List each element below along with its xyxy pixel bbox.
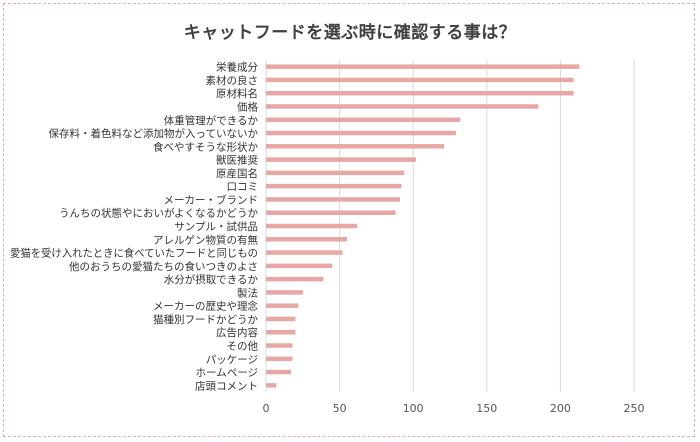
- bars: [266, 64, 580, 388]
- bar: [266, 263, 333, 269]
- category-label: 店頭コメント: [195, 379, 258, 392]
- x-tick-label: 200: [550, 402, 571, 415]
- bar: [266, 197, 400, 202]
- bar: [266, 237, 347, 242]
- category-label: アレルゲン物質の有無: [153, 233, 258, 246]
- bar: [266, 104, 539, 109]
- category-label: 愛猫を受け入れたときに食べていたフードと同じもの: [10, 247, 258, 260]
- category-label: サンプル・試供品: [174, 220, 258, 233]
- bar: [266, 250, 343, 255]
- bar: [266, 290, 303, 295]
- bar: [266, 223, 358, 229]
- x-tick-label: 0: [263, 402, 270, 415]
- category-label: 広告内容: [216, 326, 258, 339]
- category-label: 体重管理ができるか: [164, 114, 259, 127]
- category-label: 栄養成分: [216, 61, 258, 74]
- category-labels: 栄養成分素材の良さ原材料名価格体重管理ができるか保存料・着色料など添加物が入って…: [10, 61, 258, 393]
- category-label: メーカー・ブランド: [164, 193, 259, 206]
- category-label: うんちの状態やにおいがよくなるかどうか: [59, 207, 258, 220]
- bar: [266, 343, 293, 348]
- category-label: パッケージ: [206, 354, 258, 366]
- category-label: 原材料名: [216, 87, 258, 100]
- bar: [266, 383, 277, 388]
- bar: [266, 316, 296, 322]
- chart-title: キャットフードを選ぶ時に確認する事は？: [183, 23, 517, 43]
- chart-frame: [3, 3, 695, 437]
- bar: [266, 276, 324, 282]
- category-label: 原産国名: [216, 167, 258, 180]
- bar: [266, 170, 405, 176]
- bar: [266, 117, 461, 123]
- bar: [266, 144, 445, 149]
- x-tick-label: 50: [333, 402, 347, 415]
- category-label: 口コミ: [227, 181, 259, 193]
- bar: [266, 303, 299, 308]
- x-tick-label: 150: [476, 402, 497, 415]
- bar: [266, 130, 456, 136]
- x-axis-tick-labels: 0 50 100 150 200 250: [263, 402, 645, 415]
- bar: [266, 77, 574, 83]
- bar: [266, 369, 292, 375]
- category-label: メーカーの歴史や理念: [153, 300, 258, 313]
- bar: [266, 329, 296, 335]
- category-label: 素材の良さ: [206, 74, 259, 87]
- category-label: 獣医推奨: [216, 154, 258, 167]
- category-label: ホームページ: [196, 367, 258, 379]
- category-label: 水分が摂取できるか: [164, 273, 259, 286]
- x-tick-label: 250: [624, 402, 645, 415]
- bar: [266, 90, 574, 96]
- bar: [266, 64, 580, 69]
- category-label: 食べやすそうな形状か: [153, 140, 258, 153]
- category-label: その他: [227, 340, 259, 353]
- bar: [266, 210, 396, 215]
- category-label: 猫種別フードかどうか: [153, 313, 258, 326]
- bar: [266, 356, 293, 362]
- bar: [266, 157, 417, 162]
- category-label: 価格: [237, 100, 258, 113]
- category-label: 保存料・着色料など添加物が入っていないか: [49, 127, 259, 140]
- category-label: 製法: [237, 286, 258, 299]
- bar: [266, 183, 402, 189]
- x-tick-label: 100: [403, 402, 424, 415]
- category-label: 他のおうちの愛猫たちの食いつきのよさ: [69, 260, 258, 273]
